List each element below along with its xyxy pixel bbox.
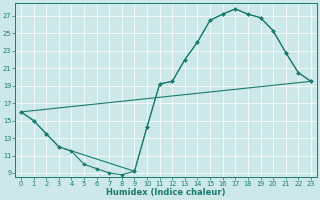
X-axis label: Humidex (Indice chaleur): Humidex (Indice chaleur) (106, 188, 226, 197)
